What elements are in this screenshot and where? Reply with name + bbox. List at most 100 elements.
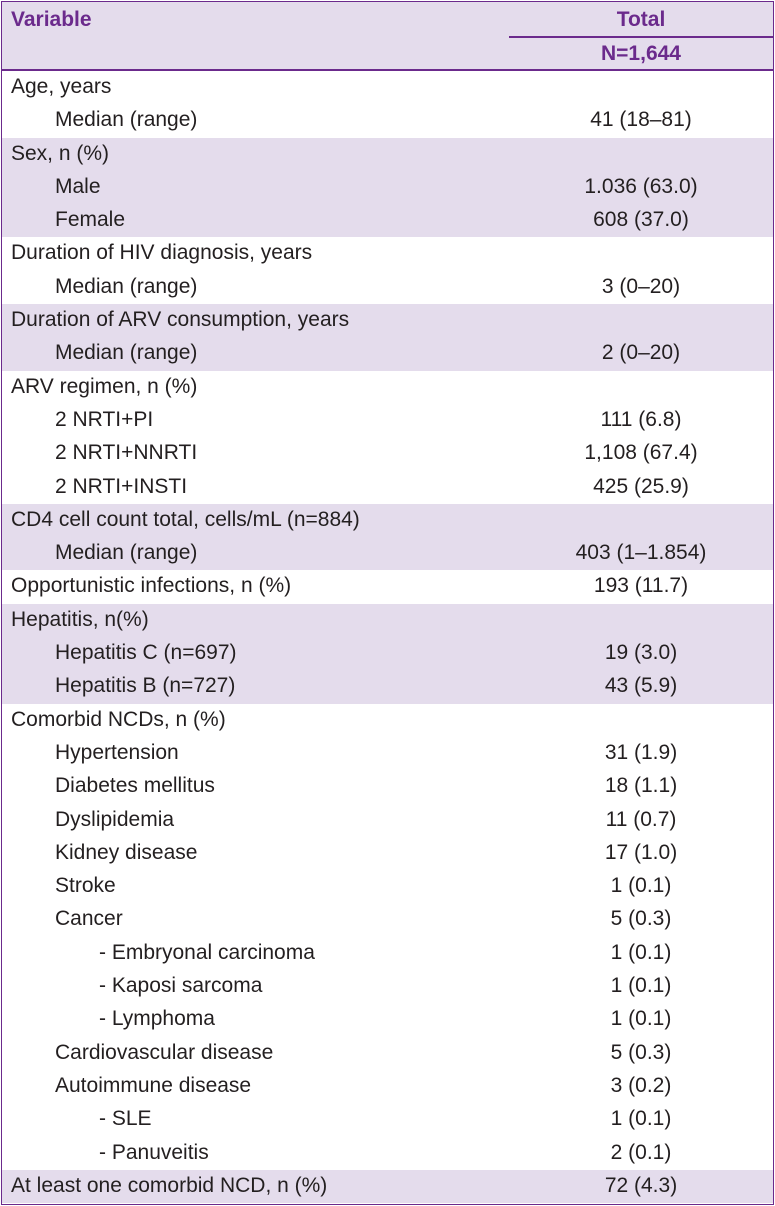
row-label: Female [55,208,126,232]
table-row: Opportunistic infections, n (%) 193 (11.7… [2,570,773,603]
row-group: At least one comorbid NCD, n (%) 72 (4.3) [2,1169,773,1204]
row-label: CD4 cell count total, cells/mL (n=884) [11,507,360,531]
table-row: Hepatitis, n(%) [2,604,773,637]
row-label: Hypertension [55,740,179,764]
row-label: Age, years [11,75,112,98]
row-value: 5 (0.3) [610,907,672,931]
table-row: Duration of HIV diagnosis, years [2,237,773,270]
table-body: Age, years Median (range) 41 (18–81) Sex, n… [2,71,773,1204]
row-value: 43 (5.9) [604,674,678,698]
table-row: - Kaposi sarcoma 1 (0.1) [2,970,773,1003]
row-label: Male [55,174,101,198]
row-label: Stroke [55,874,116,898]
row-label: Autoimmune disease [55,1073,252,1097]
row-value: 3 (0.2) [610,1073,672,1097]
row-group: CD4 cell count total, cells/mL (n=884) Me… [2,503,773,571]
row-label: Median (range) [55,541,198,565]
row-label: - SLE [99,1107,152,1131]
row-value: 17 (1.0) [604,840,678,864]
table-row: Median (range) 3 (0–20) [2,271,773,304]
variable-column-header: Variable [11,8,92,31]
row-label: - Embryonal carcinoma [99,940,315,964]
row-label: Duration of HIV diagnosis, years [11,241,313,265]
row-group: ARV regimen, n (%) 2 NRTI+PI 111 (6.8) 2 NR… [2,371,773,504]
row-value: 193 (11.7) [593,574,689,598]
row-label: Median (range) [55,108,198,132]
row-value: 11 (0.7) [605,807,677,831]
table-row: Sex, n (%) [2,138,773,171]
table-row: Median (range) 403 (1–1.854) [2,537,773,570]
row-value: 2 (0–20) [601,341,681,365]
row-label: Hepatitis, n(%) [11,607,149,631]
table-row: Male 1.036 (63.0) [2,171,773,204]
table-row: Comorbid NCDs, n (%) [2,704,773,737]
table-row: Hepatitis C (n=697) 19 (3.0) [2,637,773,670]
row-label: Duration of ARV consumption, years [11,308,350,332]
table-row: ARV regimen, n (%) [2,371,773,404]
row-label: - Panuveitis [99,1140,209,1164]
row-label: Median (range) [55,341,198,365]
row-label: Cardiovascular disease [55,1040,274,1064]
row-value: 1 (0.1) [610,1007,672,1031]
table-row: Autoimmune disease 3 (0.2) [2,1070,773,1103]
table-row: Diabetes mellitus 18 (1.1) [2,770,773,803]
table-row: CD4 cell count total, cells/mL (n=884) [2,504,773,537]
table-row: At least one comorbid NCD, n (%) 72 (4.3) [2,1170,773,1203]
table-row: Median (range) 2 (0–20) [2,337,773,370]
row-value: 19 (3.0) [604,641,678,665]
row-group: Duration of HIV diagnosis, years Median (… [2,237,773,304]
row-value: 1.036 (63.0) [584,174,698,198]
row-value: 31 (1.9) [604,740,678,764]
row-value: 41 (18–81) [590,108,692,132]
table-row: 2 NRTI+PI 111 (6.8) [2,404,773,437]
row-label: Sex, n (%) [11,141,110,165]
row-label: Opportunistic infections, n (%) [11,574,292,598]
row-value: 1 (0.1) [610,1107,672,1131]
table-row: Cardiovascular disease 5 (0.3) [2,1037,773,1070]
row-value: 2 (0.1) [610,1140,672,1164]
row-label: Dyslipidemia [55,807,175,831]
row-value: 111 (6.8) [600,407,682,431]
row-value: 3 (0–20) [601,274,681,298]
row-value: 608 (37.0) [593,208,689,232]
header-rule [509,36,773,38]
row-group: Age, years Median (range) 41 (18–81) [2,71,773,138]
table-row: Cancer 5 (0.3) [2,903,773,936]
row-label: At least one comorbid NCD, n (%) [11,1173,328,1197]
row-label: Kidney disease [55,840,198,864]
table-row: - SLE 1 (0.1) [2,1103,773,1136]
row-value: 425 (25.9) [593,474,689,498]
table-row: Hypertension 31 (1.9) [2,737,773,770]
table-row: Duration of ARV consumption, years [2,304,773,337]
row-label: 2 NRTI+NNRTI [55,441,198,465]
row-label: Hepatitis C (n=697) [55,641,237,665]
row-label: ARV regimen, n (%) [11,374,198,398]
row-group: Opportunistic infections, n (%) 193 (11.7… [2,570,773,603]
row-value: 72 (4.3) [604,1173,678,1197]
table-row: - Lymphoma 1 (0.1) [2,1003,773,1036]
table-row: Kidney disease 17 (1.0) [2,837,773,870]
row-group: Duration of ARV consumption, years Median… [2,304,773,371]
row-group: Hepatitis, n(%) Hepatitis C (n=697) 19 (3.… [2,603,773,704]
row-label: 2 NRTI+INSTI [55,474,188,498]
table-row: Hepatitis B (n=727) 43 (5.9) [2,670,773,703]
row-value: 1,108 (67.4) [584,441,698,465]
row-label: Median (range) [55,274,198,298]
row-label: Comorbid NCDs, n (%) [11,707,226,731]
table-header: Variable Total N=1,644 [2,2,773,71]
table-row: Median (range) 41 (18–81) [2,104,773,137]
total-column-header: Total [616,8,666,31]
table-row: 2 NRTI+NNRTI 1,108 (67.4) [2,437,773,470]
row-label: - Kaposi sarcoma [99,974,263,998]
table-row: 2 NRTI+INSTI 425 (25.9) [2,471,773,504]
table-row: Age, years [2,71,773,104]
row-group: Sex, n (%) Male 1.036 (63.0) Female 608 (37.… [2,137,773,238]
row-label: Hepatitis B (n=727) [55,674,236,698]
row-value: 5 (0.3) [610,1040,672,1064]
row-label: - Lymphoma [99,1007,215,1031]
table-row: Female 608 (37.0) [2,204,773,237]
row-value: 1 (0.1) [610,874,672,898]
sample-size-header: N=1,644 [601,42,681,65]
row-value: 1 (0.1) [610,974,672,998]
